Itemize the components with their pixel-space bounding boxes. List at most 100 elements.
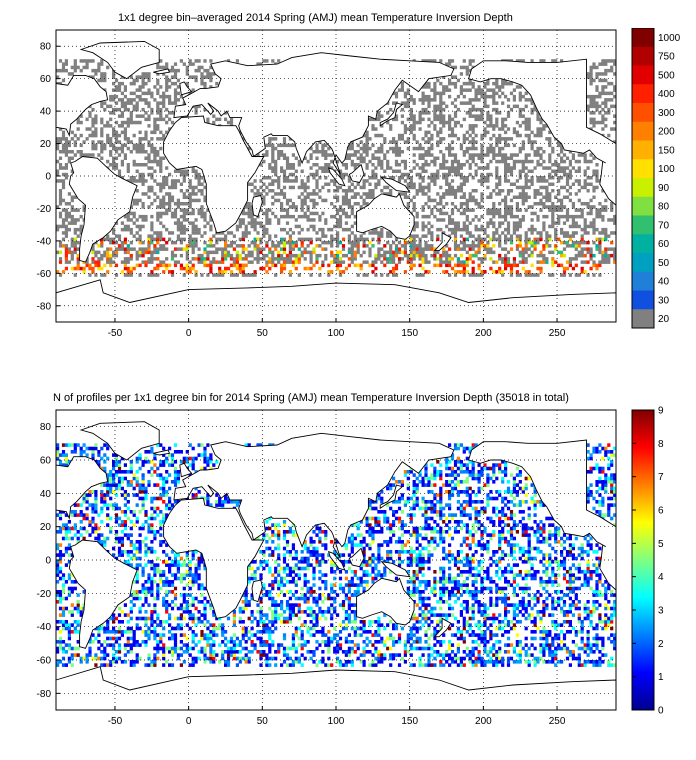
- data-cell: [412, 227, 416, 232]
- data-cell: [212, 234, 216, 238]
- data-cell: [303, 656, 307, 661]
- data-cell: [112, 260, 116, 264]
- data-cell: [486, 111, 490, 115]
- data-cell: [123, 260, 127, 264]
- data-cell: [374, 231, 378, 235]
- data-cell: [489, 137, 493, 141]
- data-cell: [557, 218, 561, 222]
- data-cell: [353, 163, 357, 167]
- data-cell: [598, 104, 602, 109]
- data-cell: [424, 663, 428, 667]
- data-cell: [344, 202, 348, 206]
- data-cell: [492, 221, 496, 225]
- data-cell: [527, 240, 531, 245]
- colorbar-label: 200: [658, 127, 675, 138]
- data-cell: [521, 146, 525, 151]
- data-cell: [165, 176, 169, 180]
- data-cell: [512, 227, 516, 232]
- data-cell: [471, 124, 475, 128]
- data-cell: [501, 198, 505, 203]
- data-cell: [338, 273, 343, 277]
- data-cell: [383, 156, 387, 160]
- data-cell: [312, 176, 316, 180]
- data-cell: [61, 185, 66, 190]
- data-cell: [168, 646, 172, 651]
- data-cell: [459, 202, 463, 206]
- data-cell: [418, 640, 422, 644]
- data-cell: [126, 630, 130, 634]
- data-cell: [551, 636, 555, 641]
- data-cell: [439, 107, 443, 112]
- data-cell: [610, 633, 614, 637]
- data-cell: [409, 94, 413, 99]
- data-cell: [530, 205, 534, 209]
- data-cell: [592, 650, 596, 654]
- data-cell: [262, 153, 266, 157]
- data-cell: [336, 231, 340, 235]
- data-cell: [156, 159, 160, 164]
- data-cell: [135, 114, 139, 118]
- data-cell: [224, 247, 228, 251]
- data-cell: [73, 140, 77, 144]
- data-cell: [253, 244, 257, 248]
- data-cell: [397, 169, 402, 173]
- data-cell: [418, 247, 422, 251]
- data-cell: [586, 205, 590, 209]
- data-cell: [330, 179, 334, 183]
- data-cell: [527, 185, 531, 190]
- data-cell: [165, 85, 169, 89]
- data-cell: [492, 646, 496, 651]
- data-cell: [341, 663, 346, 667]
- data-cell: [327, 146, 331, 151]
- data-cell: [571, 656, 575, 661]
- data-cell: [282, 185, 287, 190]
- data-cell: [200, 253, 204, 258]
- data-cell: [58, 224, 63, 229]
- data-cell: [436, 107, 440, 112]
- data-cell: [64, 626, 68, 631]
- data-cell: [498, 140, 502, 144]
- data-cell: [112, 250, 116, 255]
- data-cell: [456, 78, 460, 83]
- data-cell: [450, 650, 455, 654]
- data-cell: [300, 179, 304, 183]
- data-cell: [468, 633, 472, 637]
- data-cell: [67, 626, 71, 631]
- data-cell: [70, 169, 74, 173]
- data-cell: [421, 214, 425, 219]
- data-cell: [129, 253, 133, 258]
- data-cell: [392, 101, 396, 105]
- data-cell: [565, 244, 570, 248]
- data-cell: [580, 202, 584, 206]
- data-cell: [150, 227, 154, 232]
- data-cell: [477, 117, 481, 122]
- data-cell: [168, 198, 172, 203]
- data-cell: [560, 143, 564, 148]
- data-cell: [97, 656, 101, 661]
- data-cell: [412, 195, 416, 199]
- data-cell: [480, 94, 484, 99]
- data-cell: [215, 117, 219, 122]
- data-cell: [489, 117, 493, 122]
- data-cell: [194, 257, 198, 261]
- data-cell: [527, 237, 531, 242]
- data-cell: [377, 117, 381, 122]
- coastline: [163, 115, 265, 234]
- data-cell: [368, 182, 372, 186]
- data-cell: [459, 88, 463, 92]
- data-cell: [356, 237, 360, 242]
- data-cell: [168, 111, 172, 115]
- data-cell: [536, 117, 540, 122]
- data-cell: [271, 257, 275, 261]
- data-cell: [123, 127, 127, 131]
- data-cell: [194, 78, 198, 83]
- data-cell: [430, 176, 434, 180]
- data-cell: [156, 91, 160, 96]
- data-cell: [256, 237, 260, 242]
- data-cell: [489, 192, 493, 196]
- data-cell: [424, 163, 428, 167]
- data-cell: [109, 124, 113, 128]
- y-tick-label: 60: [40, 74, 52, 85]
- data-cell: [545, 646, 549, 651]
- data-cell: [551, 176, 555, 180]
